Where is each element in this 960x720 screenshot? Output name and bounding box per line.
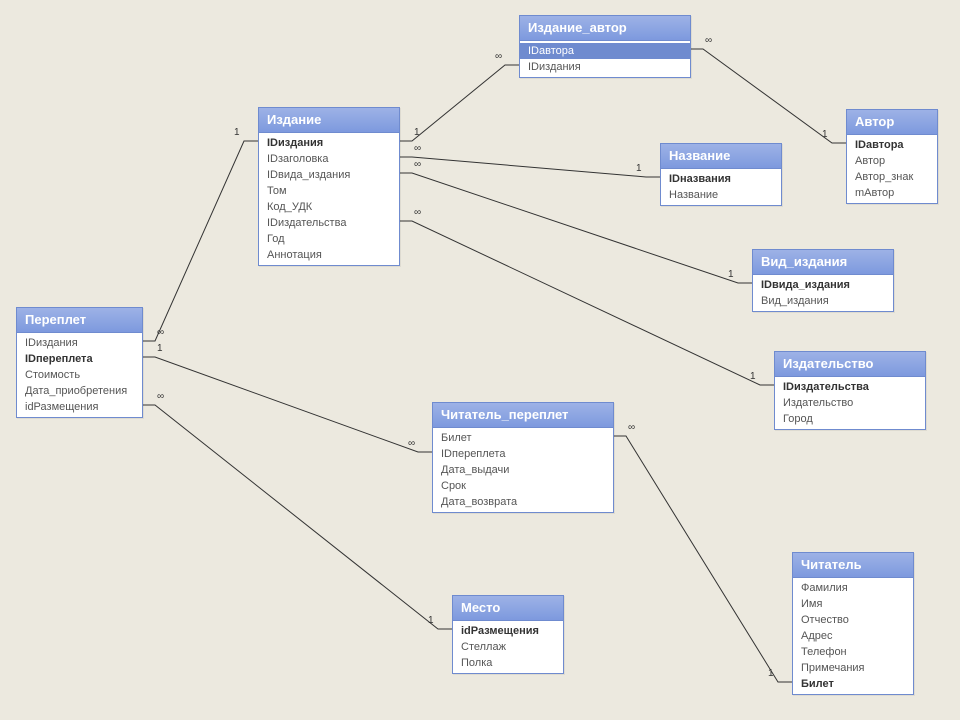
entity-field[interactable]: IDзаголовка	[259, 151, 399, 167]
entity-field[interactable]: Том	[259, 183, 399, 199]
entity-title: Издательство	[775, 352, 925, 377]
cardinality-label: ∞	[157, 391, 164, 402]
entity-field[interactable]: Срок	[433, 478, 613, 494]
entity-title: Издание	[259, 108, 399, 133]
entity-field[interactable]: Автор_знак	[847, 169, 937, 185]
entity-title: Читатель	[793, 553, 913, 578]
entity-field[interactable]: Код_УДК	[259, 199, 399, 215]
entity-field[interactable]: IDвида_издания	[753, 277, 893, 293]
entity-field[interactable]: Дата_приобретения	[17, 383, 142, 399]
entity-field[interactable]: idРазмещения	[453, 623, 563, 639]
cardinality-label: 1	[234, 127, 240, 138]
entity-field[interactable]: mАвтор	[847, 185, 937, 201]
entity-izdatelstvo[interactable]: ИздательствоIDиздательстваИздательствоГо…	[774, 351, 926, 430]
cardinality-label: ∞	[495, 51, 502, 62]
entity-title: Издание_автор	[520, 16, 690, 41]
entity-field[interactable]: Телефон	[793, 644, 913, 660]
entity-pereplet[interactable]: ПереплетIDизданияIDпереплетаСтоимостьДат…	[16, 307, 143, 418]
entity-field[interactable]: Год	[259, 231, 399, 247]
cardinality-label: ∞	[408, 438, 415, 449]
entity-field[interactable]: IDназвания	[661, 171, 781, 187]
entity-title: Читатель_переплет	[433, 403, 613, 428]
entity-izdanie[interactable]: ИзданиеIDизданияIDзаголовкаIDвида_издани…	[258, 107, 400, 266]
entity-field[interactable]: IDвида_издания	[259, 167, 399, 183]
entity-fields: IDавтораIDиздания	[520, 41, 690, 77]
entity-field[interactable]: Дата_выдачи	[433, 462, 613, 478]
cardinality-label: 1	[822, 129, 828, 140]
entity-field[interactable]: Стеллаж	[453, 639, 563, 655]
cardinality-label: ∞	[628, 422, 635, 433]
cardinality-label: ∞	[414, 207, 421, 218]
entity-fields: IDизданияIDзаголовкаIDвида_изданияТомКод…	[259, 133, 399, 265]
entity-field[interactable]: Издательство	[775, 395, 925, 411]
entity-field[interactable]: IDиздательства	[259, 215, 399, 231]
entity-field[interactable]: Фамилия	[793, 580, 913, 596]
er-diagram-canvas: ПереплетIDизданияIDпереплетаСтоимостьДат…	[0, 0, 960, 720]
cardinality-label: ∞	[414, 143, 421, 154]
entity-field[interactable]: Автор	[847, 153, 937, 169]
cardinality-label: 1	[428, 615, 434, 626]
entity-field[interactable]: Аннотация	[259, 247, 399, 263]
entity-chitatel_pereplet[interactable]: Читатель_переплетБилетIDпереплетаДата_вы…	[432, 402, 614, 513]
entity-field[interactable]: Город	[775, 411, 925, 427]
entity-mesto[interactable]: МестоidРазмещенияСтеллажПолка	[452, 595, 564, 674]
cardinality-label: 1	[414, 127, 420, 138]
entity-field[interactable]: IDпереплета	[433, 446, 613, 462]
cardinality-label: ∞	[705, 35, 712, 46]
entity-title: Переплет	[17, 308, 142, 333]
entity-title: Автор	[847, 110, 937, 135]
entity-nazvanie[interactable]: НазваниеIDназванияНазвание	[660, 143, 782, 206]
entity-chitatel[interactable]: ЧитательФамилияИмяОтчествоАдресТелефонПр…	[792, 552, 914, 695]
entity-field[interactable]: IDиздания	[259, 135, 399, 151]
cardinality-label: 1	[750, 371, 756, 382]
cardinality-label: ∞	[414, 159, 421, 170]
entity-field[interactable]: idРазмещения	[17, 399, 142, 415]
entity-field[interactable]: Полка	[453, 655, 563, 671]
entity-field[interactable]: IDавтора	[847, 137, 937, 153]
entity-avtor[interactable]: АвторIDавтораАвторАвтор_знакmАвтор	[846, 109, 938, 204]
entity-fields: БилетIDпереплетаДата_выдачиСрокДата_возв…	[433, 428, 613, 512]
cardinality-label: 1	[636, 163, 642, 174]
entity-title: Место	[453, 596, 563, 621]
entity-fields: ФамилияИмяОтчествоАдресТелефонПримечания…	[793, 578, 913, 694]
entity-field[interactable]: Адрес	[793, 628, 913, 644]
entity-izdanie_avtor[interactable]: Издание_авторIDавтораIDиздания	[519, 15, 691, 78]
entity-field[interactable]: Дата_возврата	[433, 494, 613, 510]
entity-field[interactable]: Отчество	[793, 612, 913, 628]
entity-field[interactable]: Примечания	[793, 660, 913, 676]
entity-fields: idРазмещенияСтеллажПолка	[453, 621, 563, 673]
entity-title: Название	[661, 144, 781, 169]
entity-fields: IDвида_изданияВид_издания	[753, 275, 893, 311]
entity-fields: IDиздательстваИздательствоГород	[775, 377, 925, 429]
entity-field[interactable]: IDиздательства	[775, 379, 925, 395]
entity-field[interactable]: Имя	[793, 596, 913, 612]
entity-field[interactable]: Вид_издания	[753, 293, 893, 309]
entity-field[interactable]: Билет	[793, 676, 913, 692]
cardinality-label: 1	[157, 343, 163, 354]
entity-fields: IDизданияIDпереплетаСтоимостьДата_приобр…	[17, 333, 142, 417]
entity-fields: IDназванияНазвание	[661, 169, 781, 205]
cardinality-label: 1	[728, 269, 734, 280]
entity-fields: IDавтораАвторАвтор_знакmАвтор	[847, 135, 937, 203]
entity-field[interactable]: Билет	[433, 430, 613, 446]
entity-field[interactable]: IDпереплета	[17, 351, 142, 367]
entity-field[interactable]: IDиздания	[17, 335, 142, 351]
entity-vid_izdania[interactable]: Вид_изданияIDвида_изданияВид_издания	[752, 249, 894, 312]
entity-field[interactable]: IDиздания	[520, 59, 690, 75]
entity-field[interactable]: IDавтора	[520, 43, 690, 59]
entity-field[interactable]: Название	[661, 187, 781, 203]
entity-title: Вид_издания	[753, 250, 893, 275]
cardinality-label: 1	[768, 668, 774, 679]
cardinality-label: ∞	[157, 327, 164, 338]
entity-field[interactable]: Стоимость	[17, 367, 142, 383]
